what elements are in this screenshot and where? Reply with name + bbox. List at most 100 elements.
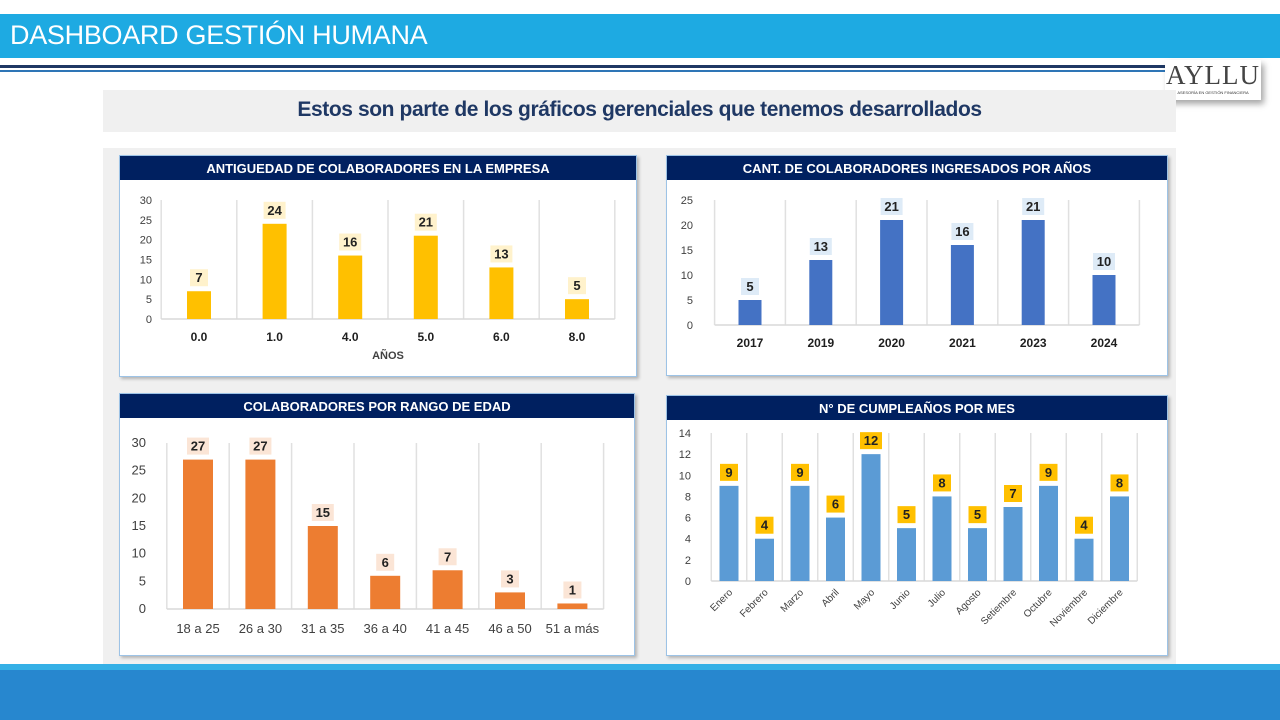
- y-tick-label: 20: [132, 490, 146, 505]
- chart-title: N° DE CUMPLEAÑOS POR MES: [667, 396, 1167, 420]
- x-tick-label: 26 a 30: [239, 621, 282, 636]
- data-label: 5: [746, 279, 753, 294]
- data-label: 9: [725, 465, 732, 480]
- x-tick-label: Diciembre: [1086, 587, 1126, 627]
- data-label-bg: [490, 245, 513, 263]
- bar: [187, 291, 211, 319]
- y-tick-label: 10: [681, 270, 693, 282]
- data-label: 8: [1116, 475, 1123, 490]
- data-label: 7: [444, 549, 451, 564]
- chart-antiguedad: ANTIGUEDAD DE COLABORADORES EN LA EMPRES…: [119, 155, 637, 377]
- data-label: 5: [974, 507, 981, 522]
- data-label-bg: [311, 504, 334, 521]
- y-tick-label: 0: [139, 601, 146, 616]
- bar: [1110, 496, 1129, 581]
- data-label: 16: [343, 235, 357, 250]
- bar: [950, 245, 974, 325]
- x-tick-label: 51 a más: [546, 621, 600, 636]
- bar: [413, 235, 438, 319]
- bar: [245, 459, 276, 609]
- y-tick-label: 14: [679, 428, 691, 440]
- bar: [432, 570, 463, 609]
- chart-plot: 0 2 4 6 8 10 12 14 9 Enero 4 Febrero 9 Marzo 6 Abril 12 M…: [679, 428, 1138, 629]
- data-label: 5: [573, 278, 580, 293]
- bar: [790, 485, 810, 581]
- subtitle-band: Estos son parte de los gráficos gerencia…: [103, 90, 1176, 132]
- bar: [738, 300, 762, 325]
- logo-tagline: ASESORÍA EN GESTIÓN FINANCIERA: [1177, 90, 1249, 95]
- y-tick-label: 15: [132, 518, 146, 533]
- bar: [307, 526, 338, 609]
- y-tick-label: 25: [132, 463, 146, 478]
- bar: [370, 575, 401, 609]
- y-tick-label: 10: [132, 546, 146, 561]
- data-label-bg: [741, 278, 759, 295]
- bar: [1039, 485, 1058, 581]
- data-label: 9: [1045, 465, 1052, 480]
- data-label-bg: [376, 553, 395, 571]
- y-tick-label: 20: [681, 220, 693, 232]
- data-label-bg: [190, 269, 208, 287]
- x-axis-title: AÑOS: [372, 349, 404, 362]
- y-tick-label: 5: [146, 294, 152, 306]
- x-tick-label: Noviembre: [1048, 587, 1090, 629]
- data-label-bg: [791, 463, 809, 481]
- data-label-bg: [897, 506, 916, 524]
- bar: [968, 528, 987, 581]
- y-tick-label: 0: [685, 576, 691, 588]
- x-tick-label: 0.0: [191, 330, 208, 344]
- y-tick-label: 4: [685, 534, 691, 546]
- data-label-bg: [880, 198, 903, 215]
- data-label: 6: [832, 497, 839, 512]
- x-tick-label: 2017: [737, 336, 764, 350]
- bar: [1021, 220, 1045, 325]
- data-label: 16: [955, 224, 969, 239]
- bar: [565, 299, 589, 319]
- y-tick-label: 25: [681, 195, 693, 207]
- bar: [861, 454, 881, 581]
- data-label-bg: [809, 238, 832, 255]
- logo-text: AYLLU: [1165, 60, 1260, 90]
- chart-plot: 0 5 10 15 20 25 30 7 0.0 24 1.0 16 4.0 21 5.0 13 6.0 5 8.0…: [140, 195, 616, 362]
- data-label: 4: [761, 518, 769, 533]
- x-tick-label: 2021: [949, 336, 976, 350]
- data-label: 7: [195, 270, 202, 285]
- x-tick-label: Julio: [926, 587, 949, 610]
- data-label-bg: [1075, 516, 1093, 534]
- bar: [719, 485, 739, 581]
- y-tick-label: 30: [140, 195, 152, 207]
- x-tick-label: 36 a 40: [364, 621, 407, 636]
- data-label: 1: [569, 582, 576, 597]
- chart-plot: 0 5 10 15 20 25 5 2017 13 2019 21 2020 16 2021 21 2023 1…: [681, 195, 1141, 350]
- chart-rango-edad: COLABORADORES POR RANGO DE EDAD 0 5 10 15 20…: [119, 393, 635, 656]
- data-label: 5: [903, 507, 910, 522]
- company-logo: AYLLU ASESORÍA EN GESTIÓN FINANCIERA: [1165, 60, 1261, 100]
- data-label-bg: [501, 570, 519, 588]
- data-label: 8: [938, 475, 945, 490]
- data-label-bg: [755, 516, 774, 534]
- bar: [809, 260, 833, 325]
- bar: [826, 517, 845, 581]
- data-label-bg: [438, 548, 457, 566]
- x-tick-label: Mayo: [852, 587, 877, 612]
- x-tick-label: 5.0: [417, 330, 434, 344]
- x-tick-label: 2019: [807, 336, 834, 350]
- y-tick-label: 0: [146, 314, 152, 326]
- page-subtitle: Estos son parte de los gráficos gerencia…: [297, 98, 982, 121]
- dashboard-title: DASHBOARD GESTIÓN HUMANA: [10, 20, 428, 50]
- x-tick-label: Setiembre: [979, 587, 1019, 627]
- bar: [1092, 275, 1116, 325]
- bar: [1003, 507, 1023, 581]
- x-tick-label: 6.0: [493, 330, 510, 344]
- bar: [932, 496, 952, 581]
- data-label-bg: [968, 506, 987, 524]
- bar: [183, 459, 213, 609]
- bar: [755, 538, 774, 581]
- data-label: 9: [796, 465, 803, 480]
- data-label-bg: [568, 277, 586, 295]
- data-label-bg: [1039, 463, 1058, 481]
- data-label-bg: [187, 437, 209, 455]
- x-tick-label: Marzo: [779, 587, 807, 615]
- y-tick-label: 15: [140, 255, 152, 267]
- data-label-bg: [414, 213, 437, 231]
